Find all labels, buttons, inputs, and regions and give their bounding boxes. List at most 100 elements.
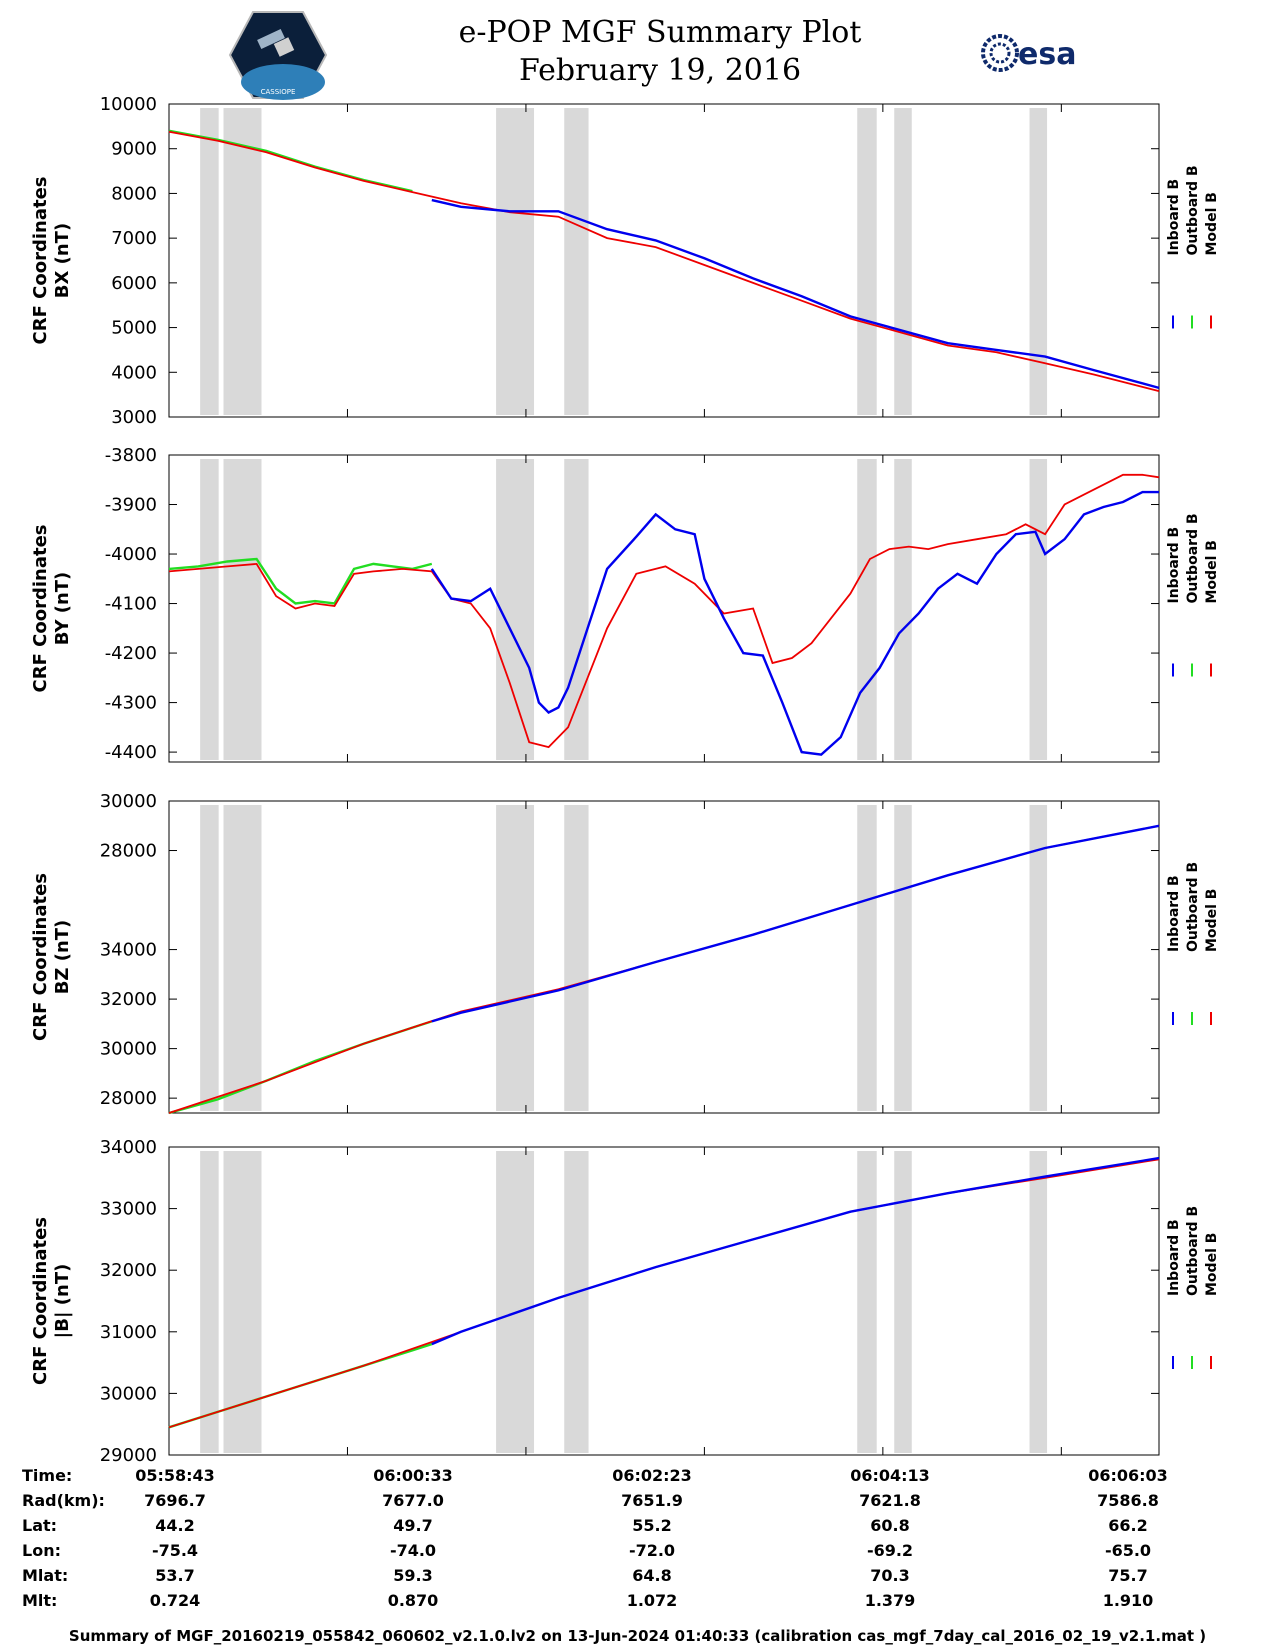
info-row-label: Rad(km): bbox=[22, 1491, 105, 1510]
shaded-interval-0-1 bbox=[223, 108, 262, 415]
cassiope-logo-text: CASSIOPE bbox=[261, 88, 296, 96]
series-model-line bbox=[168, 824, 1160, 1114]
shaded-interval-2-4 bbox=[857, 805, 877, 1111]
info-cell: -74.0 bbox=[389, 1541, 437, 1560]
info-cell: 1.072 bbox=[626, 1591, 678, 1610]
ytick-label: 32000 bbox=[100, 989, 157, 1010]
ytick-label: -4300 bbox=[105, 693, 157, 714]
legend-label: Outboard B bbox=[1185, 165, 1201, 255]
plot-frame-0 bbox=[168, 103, 1160, 418]
info-cell: 7677.0 bbox=[382, 1491, 444, 1510]
ytick-label: -4000 bbox=[105, 544, 157, 565]
series-outboard-line bbox=[168, 557, 433, 605]
info-cell: -69.2 bbox=[866, 1541, 914, 1560]
y-axis-label-line2: BZ (nT) bbox=[52, 920, 73, 995]
info-cell: 1.379 bbox=[864, 1591, 916, 1610]
y-axis-label-line1: CRF Coordinates bbox=[30, 873, 51, 1041]
shaded-interval-3-4 bbox=[857, 1151, 877, 1453]
info-cell: 0.870 bbox=[387, 1591, 439, 1610]
info-cell: 49.7 bbox=[393, 1516, 433, 1535]
info-row-label: Time: bbox=[22, 1466, 73, 1485]
legend-label: Inboard B bbox=[1166, 1219, 1182, 1296]
ytick-label: -3800 bbox=[105, 445, 157, 466]
info-row: Lat: 44.2 49.7 55.2 60.8 66.2 bbox=[22, 1516, 1262, 1541]
ytick-label: 7000 bbox=[111, 228, 157, 249]
info-cell: 60.8 bbox=[870, 1516, 910, 1535]
info-row-label: Lat: bbox=[22, 1516, 58, 1535]
ytick-label: -4400 bbox=[105, 742, 157, 763]
info-cell: -65.0 bbox=[1104, 1541, 1152, 1560]
shaded-interval-0-0 bbox=[200, 108, 219, 415]
ytick-label: 29000 bbox=[100, 1445, 157, 1465]
series-model-line bbox=[168, 130, 1160, 392]
shaded-interval-2-5 bbox=[894, 805, 912, 1111]
legend-label: Inboard B bbox=[1166, 875, 1182, 952]
info-cell: 70.3 bbox=[870, 1566, 910, 1585]
orbit-info-table: Time: 05:58:43 06:00:33 06:02:23 06:04:13 06:… bbox=[22, 1466, 1262, 1616]
footer-caption: Summary of MGF_20160219_055842_060602_v2… bbox=[68, 1627, 1207, 1645]
ytick-label: 30000 bbox=[100, 1039, 157, 1060]
legend-label: Model B bbox=[1204, 889, 1220, 952]
info-cell: 06:00:33 bbox=[373, 1466, 453, 1485]
info-cell: 66.2 bbox=[1108, 1516, 1148, 1535]
legend-label: Outboard B bbox=[1185, 862, 1201, 952]
shaded-interval-0-6 bbox=[1029, 108, 1048, 415]
ytick-label: 4000 bbox=[111, 362, 157, 383]
info-row-label: Lon: bbox=[22, 1541, 61, 1560]
mgf-summary-chart: 3000 4000 5000 6000 7000 8000 9000 10000 CRF Coo… bbox=[30, 94, 1220, 1465]
series-model-line bbox=[168, 473, 1160, 749]
shaded-interval-1-4 bbox=[857, 459, 877, 760]
info-row-label: Mlt: bbox=[22, 1591, 58, 1610]
shaded-interval-1-1 bbox=[223, 459, 262, 760]
ytick-label: 30000 bbox=[100, 791, 157, 812]
info-cell: -72.0 bbox=[628, 1541, 676, 1560]
shaded-interval-3-1 bbox=[223, 1151, 262, 1453]
info-cell: -75.4 bbox=[151, 1541, 199, 1560]
ytick-label: 34000 bbox=[100, 940, 157, 961]
info-cell: 0.724 bbox=[149, 1591, 201, 1610]
legend-label: Model B bbox=[1204, 1233, 1220, 1296]
shaded-interval-2-6 bbox=[1029, 805, 1048, 1111]
y-axis-label-line2: BX (nT) bbox=[52, 223, 73, 298]
plot-date: February 19, 2016 bbox=[518, 53, 802, 88]
info-row: Time: 05:58:43 06:00:33 06:02:23 06:04:13 06:… bbox=[22, 1466, 1262, 1491]
cassiope-logo: CASSIOPE bbox=[228, 11, 328, 100]
shaded-interval-1-5 bbox=[894, 459, 912, 760]
shaded-interval-2-3 bbox=[564, 805, 589, 1111]
ytick-label: 30000 bbox=[100, 1383, 157, 1404]
shaded-interval-2-0 bbox=[200, 805, 219, 1111]
legend-label: Model B bbox=[1204, 192, 1220, 255]
ytick-label: -4200 bbox=[105, 643, 157, 664]
info-cell: 7651.9 bbox=[621, 1491, 683, 1510]
info-cell: 53.7 bbox=[155, 1566, 195, 1585]
info-cell: 7586.8 bbox=[1097, 1491, 1159, 1510]
info-cell: 06:06:03 bbox=[1088, 1466, 1168, 1485]
y-axis-label-line2: |B| (nT) bbox=[52, 1264, 73, 1339]
shaded-interval-0-5 bbox=[894, 108, 912, 415]
ytick-label: 28000 bbox=[100, 841, 157, 862]
legend-label: Inboard B bbox=[1166, 179, 1182, 256]
info-row: Lon: -75.4 -74.0 -72.0 -69.2 -65.0 bbox=[22, 1541, 1262, 1566]
info-row: Rad(km): 7696.7 7677.0 7651.9 7621.8 7586.8 bbox=[22, 1491, 1262, 1516]
legend-label: Model B bbox=[1204, 540, 1220, 603]
ytick-label: 32000 bbox=[100, 1260, 157, 1281]
shaded-interval-3-2 bbox=[496, 1151, 535, 1453]
esa-logo-text: esa bbox=[1018, 37, 1076, 72]
info-cell: 44.2 bbox=[155, 1516, 195, 1535]
ytick-label: 8000 bbox=[111, 183, 157, 204]
shaded-interval-3-3 bbox=[564, 1151, 589, 1453]
shaded-interval-2-2 bbox=[496, 805, 535, 1111]
y-axis-label-line1: CRF Coordinates bbox=[30, 1217, 51, 1385]
info-cell: 06:02:23 bbox=[612, 1466, 692, 1485]
info-row: Mlat: 53.7 59.3 64.8 70.3 75.7 bbox=[22, 1566, 1262, 1591]
y-axis-label-line2: BY (nT) bbox=[52, 572, 73, 646]
info-cell: 7621.8 bbox=[859, 1491, 921, 1510]
legend-label: Outboard B bbox=[1185, 513, 1201, 603]
shaded-interval-1-2 bbox=[496, 459, 535, 760]
shaded-interval-0-4 bbox=[857, 108, 877, 415]
legend-label: Outboard B bbox=[1185, 1206, 1201, 1296]
info-cell: 59.3 bbox=[393, 1566, 433, 1585]
ytick-label: 31000 bbox=[100, 1322, 157, 1343]
info-row: Mlt: 0.724 0.870 1.072 1.379 1.910 bbox=[22, 1591, 1262, 1616]
ytick-label: 10000 bbox=[100, 94, 157, 115]
